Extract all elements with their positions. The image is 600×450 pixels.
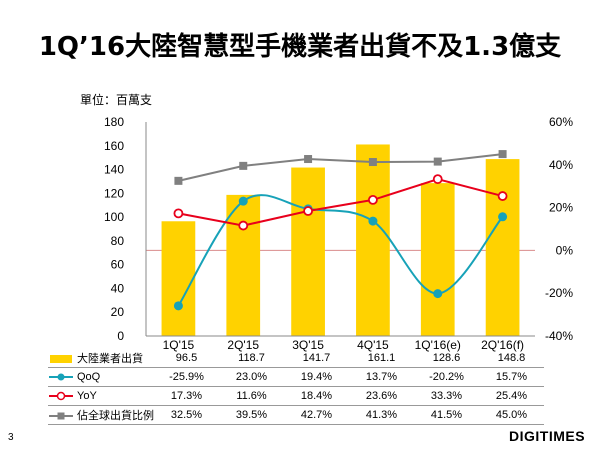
table-cell: 39.5% bbox=[219, 405, 284, 425]
data-point bbox=[498, 150, 507, 159]
table-cell: 45.0% bbox=[479, 405, 544, 425]
data-point bbox=[238, 220, 249, 231]
table-cell: 17.3% bbox=[154, 386, 219, 406]
legend-bar-key bbox=[50, 355, 72, 364]
y-right-tick-label: 20% bbox=[549, 201, 573, 215]
table-cell: 118.7 bbox=[238, 352, 265, 364]
table-cell: 23.6% bbox=[349, 386, 414, 406]
legend-share-key bbox=[49, 412, 73, 420]
page-number: 3 bbox=[8, 432, 14, 443]
table-cell: 23.0% bbox=[219, 367, 284, 387]
legend-shipments: 大陸業者出貨 bbox=[48, 349, 154, 368]
x-tick-label: 3Q'15 bbox=[292, 338, 324, 352]
series-line bbox=[177, 194, 504, 307]
y-right-tick-label: -40% bbox=[545, 329, 573, 343]
y-left-tick-label: 40 bbox=[111, 281, 125, 295]
table-cell: 13.7% bbox=[349, 367, 414, 387]
table-cell: 128.6 bbox=[432, 352, 461, 364]
data-point bbox=[498, 212, 508, 222]
y-left-tick-label: 60 bbox=[111, 258, 125, 272]
legend-qoq: QoQ bbox=[48, 367, 154, 387]
series-line bbox=[178, 178, 503, 227]
y-left-tick-label: 120 bbox=[104, 186, 124, 200]
legend-yoy-key bbox=[49, 391, 73, 401]
data-point bbox=[497, 191, 508, 201]
y-left-tick-label: 80 bbox=[111, 234, 125, 248]
legend-label-yoy: YoY bbox=[77, 390, 97, 402]
data-point bbox=[368, 158, 377, 167]
data-point bbox=[368, 216, 378, 226]
legend-label-qoq: QoQ bbox=[77, 371, 101, 383]
table-cell: 96.5 bbox=[175, 352, 198, 364]
y-left-tick-label: 140 bbox=[104, 163, 124, 177]
brand-logo: DIGITIMES bbox=[509, 428, 586, 444]
table-cell: -25.9% bbox=[154, 367, 219, 387]
x-tick-label: 1Q'16(e) bbox=[415, 338, 461, 352]
x-tick-label: 1Q'15 bbox=[163, 338, 195, 352]
y-left-tick-label: 160 bbox=[104, 139, 124, 153]
y-right-tick-label: 0% bbox=[556, 243, 574, 257]
y-left-tick-label: 0 bbox=[117, 329, 124, 343]
bar bbox=[291, 167, 325, 336]
legend-label-share: 佔全球出貨比例 bbox=[77, 410, 154, 422]
table-cell: 19.4% bbox=[284, 367, 349, 387]
series-line bbox=[178, 153, 503, 182]
table-cell: 141.7 bbox=[302, 352, 331, 364]
legend-yoy: YoY bbox=[48, 386, 154, 406]
table-cell: 18.4% bbox=[284, 386, 349, 406]
data-point bbox=[303, 206, 313, 216]
data-point bbox=[173, 301, 183, 311]
bar bbox=[485, 159, 520, 336]
data-point bbox=[174, 176, 183, 185]
table-cell: 148.8 bbox=[497, 352, 526, 364]
table-cell: 32.5% bbox=[154, 405, 219, 425]
slide-title: 1Q’16大陸智慧型手機業者出貨不及1.3億支 bbox=[38, 32, 562, 62]
data-point bbox=[433, 289, 443, 299]
y-right-tick-label: -20% bbox=[545, 286, 573, 300]
unit-label: 單位：百萬支 bbox=[80, 93, 153, 107]
table-cell: 161.1 bbox=[367, 352, 396, 364]
bar bbox=[356, 144, 390, 336]
data-point bbox=[304, 155, 313, 164]
data-point bbox=[433, 157, 442, 166]
data-point bbox=[368, 194, 378, 205]
table-cell: 11.6% bbox=[219, 386, 284, 406]
table-row-share: 佔全球出貨比例 32.5% 39.5% 42.7% 41.3% 41.5% 45… bbox=[48, 405, 544, 425]
table-cell: 33.3% bbox=[414, 386, 479, 406]
table-row-qoq: QoQ -25.9% 23.0% 19.4% 13.7% -20.2% 15.7… bbox=[48, 367, 544, 387]
x-tick-label: 2Q'15 bbox=[227, 338, 259, 352]
data-point bbox=[432, 174, 443, 185]
x-tick-label: 4Q'15 bbox=[357, 338, 389, 352]
data-point bbox=[238, 196, 248, 206]
y-right-tick-label: 60% bbox=[549, 115, 573, 129]
legend-label-shipments: 大陸業者出貨 bbox=[77, 353, 143, 365]
table-cell: 15.7% bbox=[479, 367, 544, 387]
table-cell: 41.3% bbox=[349, 405, 414, 425]
y-left-tick-label: 180 bbox=[104, 115, 124, 129]
legend-qoq-key bbox=[49, 373, 73, 381]
table-cell: -20.2% bbox=[414, 367, 479, 387]
x-tick-label: 2Q'16(f) bbox=[481, 338, 524, 352]
bar bbox=[161, 221, 196, 336]
y-left-tick-label: 20 bbox=[111, 305, 125, 319]
table-cell: 41.5% bbox=[414, 405, 479, 425]
legend-share: 佔全球出貨比例 bbox=[48, 405, 154, 425]
table-row-shipments: 大陸業者出貨 96.5 118.7 141.7 161.1 128.6 148.… bbox=[48, 349, 544, 368]
y-left-tick-label: 100 bbox=[104, 210, 124, 224]
y-right-tick-label: 40% bbox=[549, 158, 573, 172]
data-point bbox=[173, 208, 184, 219]
table-cell: 25.4% bbox=[479, 386, 544, 406]
table-cell: 42.7% bbox=[284, 405, 349, 425]
data-point bbox=[239, 161, 248, 170]
data-table: 大陸業者出貨 96.5 118.7 141.7 161.1 128.6 148.… bbox=[48, 349, 544, 425]
table-row-yoy: YoY 17.3% 11.6% 18.4% 23.6% 33.3% 25.4% bbox=[48, 386, 544, 406]
bar bbox=[420, 183, 455, 336]
bar bbox=[226, 194, 261, 336]
